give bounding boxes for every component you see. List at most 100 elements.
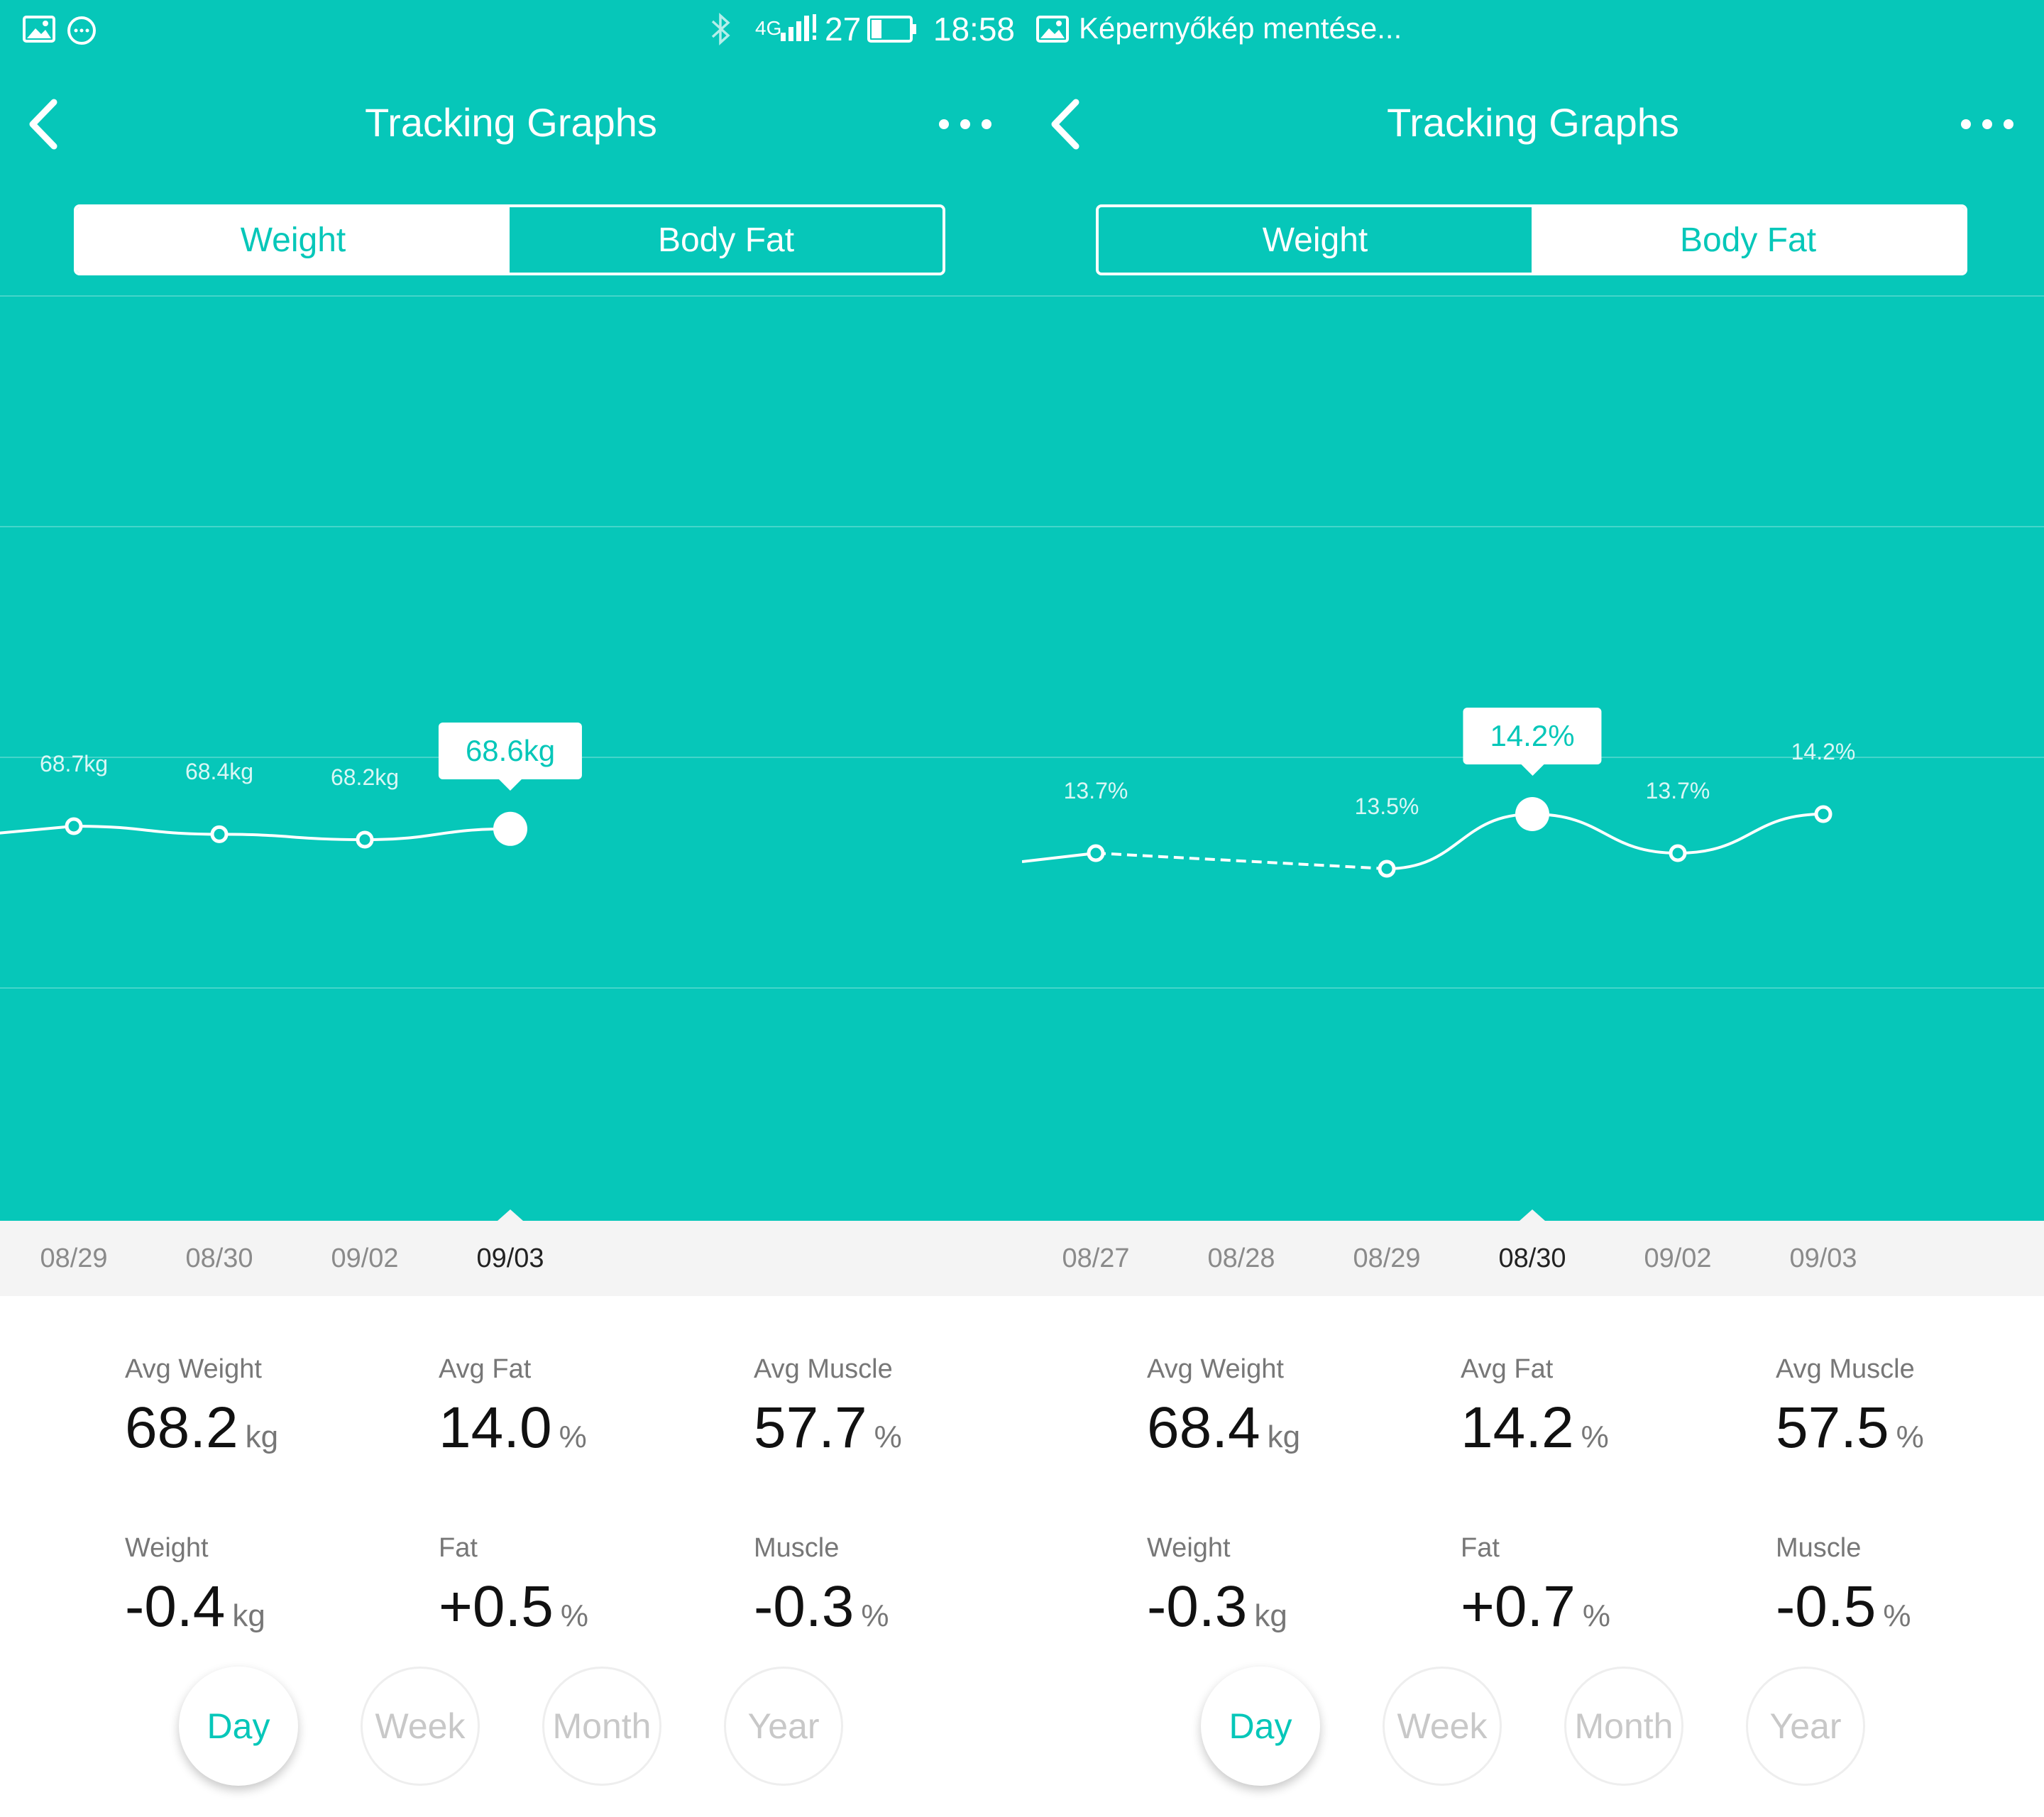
data-label: 13.7% (1645, 778, 1710, 803)
data-label: 68.2kg (330, 764, 400, 790)
date-tick-label[interactable]: 09/02 (1644, 1244, 1712, 1273)
battery-level: 27 (825, 11, 862, 48)
stat-unit: kg (1254, 1598, 1287, 1633)
data-point[interactable] (1378, 860, 1396, 878)
data-point[interactable] (1087, 844, 1105, 862)
date-axis: 08/29 08/30 09/02 09/03 (0, 1209, 1022, 1296)
page-title: Tracking Graphs (1387, 100, 1679, 145)
status-bar: Képernyőkép mentése... (1022, 0, 2044, 64)
tab-weight[interactable]: Weight (77, 207, 510, 273)
stat-value: 68.2 (125, 1395, 238, 1460)
grid-line (1022, 526, 2044, 527)
stat-muscle-change: Muscle -0.3% (754, 1533, 889, 1640)
more-dots-icon (939, 119, 991, 129)
stat-value: -0.3 (754, 1574, 855, 1639)
series-line-lead (0, 825, 75, 835)
back-button[interactable] (14, 92, 78, 156)
stat-label: Avg Muscle (754, 1354, 893, 1384)
date-axis: 08/27 08/28 08/29 08/30 09/02 09/03 (1022, 1209, 2044, 1296)
tab-body-fat[interactable]: Body Fat (657, 221, 795, 259)
data-label: 13.7% (1063, 778, 1128, 803)
teal-background (1022, 0, 2044, 1221)
selected-date-notch (498, 1209, 523, 1221)
selected-data-point[interactable] (1515, 797, 1549, 831)
period-week-button[interactable]: Week (361, 1667, 480, 1786)
date-tick-label[interactable]: 08/28 (1207, 1244, 1275, 1273)
stat-weight-change: Weight -0.3 kg (1147, 1533, 1287, 1640)
stat-unit: kg (232, 1598, 265, 1633)
series-line-segment (364, 827, 511, 841)
stat-value: +0.5 (439, 1574, 554, 1639)
screen-body-fat: Képernyőkép mentése... Tracking Graphs W… (1022, 0, 2044, 1817)
grid-line (0, 987, 1022, 989)
data-point[interactable] (356, 830, 374, 849)
selected-date-notch (1520, 1209, 1545, 1221)
stat-value: 68.4 (1147, 1395, 1260, 1460)
stat-value: 57.5 (1776, 1395, 1889, 1460)
data-point[interactable] (1669, 844, 1687, 862)
chevron-left-icon (29, 99, 57, 150)
stat-unit: % (559, 1420, 587, 1454)
date-tick-label[interactable]: 09/03 (476, 1244, 544, 1273)
period-day-button[interactable]: Day (179, 1667, 298, 1786)
date-tick-label[interactable]: 08/30 (1498, 1244, 1566, 1273)
period-year-button[interactable]: Year (1746, 1667, 1865, 1786)
tab-weight[interactable]: Weight (1262, 221, 1368, 259)
data-point[interactable] (65, 817, 83, 835)
stat-value: 14.2 (1461, 1395, 1574, 1460)
date-tick-label[interactable]: 08/29 (40, 1244, 108, 1273)
series-line-segment (1386, 813, 1533, 870)
date-tick-label[interactable]: 08/29 (1353, 1244, 1421, 1273)
period-month-button[interactable]: Month (1564, 1667, 1683, 1786)
status-bar: 4G 27 18:58 (0, 0, 1022, 64)
metric-tabs: Weight Body Fat (74, 204, 945, 275)
series-line-segment (1095, 852, 1388, 870)
body-fat-line-chart[interactable]: 13.7% 13.5% 14.2% 13.7% 14.2% (1022, 295, 2044, 1221)
back-button[interactable] (1036, 92, 1100, 156)
chevron-left-icon (1051, 99, 1079, 150)
screen-weight: 4G 27 18:58 Tracking Graphs Weight Body … (0, 0, 1022, 1786)
stat-avg-muscle: Avg Muscle 57.7% (754, 1354, 902, 1461)
stat-label: Avg Fat (439, 1354, 532, 1384)
stat-unit: % (1883, 1598, 1911, 1633)
stat-value: -0.3 (1147, 1574, 1248, 1639)
period-day-button[interactable]: Day (1201, 1667, 1320, 1786)
stat-avg-fat: Avg Fat 14.0% (439, 1354, 587, 1461)
date-tick-label[interactable]: 08/30 (185, 1244, 253, 1273)
stat-label: Avg Weight (1147, 1354, 1284, 1384)
stat-label: Weight (125, 1533, 209, 1563)
date-tick-label[interactable]: 09/03 (1789, 1244, 1857, 1273)
data-point[interactable] (1814, 805, 1833, 823)
stat-value: 14.0 (439, 1395, 552, 1460)
metric-tabs: Weight Body Fat (1096, 204, 1967, 275)
stat-label: Weight (1147, 1533, 1231, 1563)
selected-data-point[interactable] (493, 811, 527, 846)
weight-line-chart[interactable]: 68.7kg 68.4kg 68.2kg 68.6kg (0, 295, 1022, 1221)
stat-unit: % (861, 1598, 889, 1633)
clock: 18:58 (933, 11, 1015, 48)
stat-label: Fat (439, 1533, 478, 1563)
stat-weight-change: Weight -0.4 kg (125, 1533, 265, 1640)
gallery-icon (1036, 16, 1069, 46)
screenshot-notification: Képernyőkép mentése... (1079, 11, 1402, 45)
more-options-button[interactable] (916, 92, 1015, 156)
stat-muscle-change: Muscle -0.5% (1776, 1533, 1911, 1640)
more-options-button[interactable] (1938, 92, 2037, 156)
stat-fat-change: Fat +0.7% (1461, 1533, 1610, 1640)
data-label: 13.5% (1354, 794, 1419, 819)
grid-line (1022, 295, 2044, 297)
app-header: Tracking Graphs (0, 78, 1022, 170)
data-label: 68.4kg (185, 759, 254, 785)
date-tick-label[interactable]: 08/27 (1062, 1244, 1130, 1273)
stat-value: 57.7 (754, 1395, 867, 1460)
page-title: Tracking Graphs (365, 100, 657, 145)
period-year-button[interactable]: Year (724, 1667, 843, 1786)
tab-body-fat[interactable]: Body Fat (1532, 207, 1965, 273)
stat-unit: kg (245, 1420, 279, 1454)
data-point[interactable] (210, 825, 229, 843)
stat-value: -0.4 (125, 1574, 226, 1639)
app-header: Tracking Graphs (1022, 78, 2044, 170)
period-week-button[interactable]: Week (1383, 1667, 1502, 1786)
date-tick-label[interactable]: 09/02 (331, 1244, 399, 1273)
period-month-button[interactable]: Month (542, 1667, 661, 1786)
